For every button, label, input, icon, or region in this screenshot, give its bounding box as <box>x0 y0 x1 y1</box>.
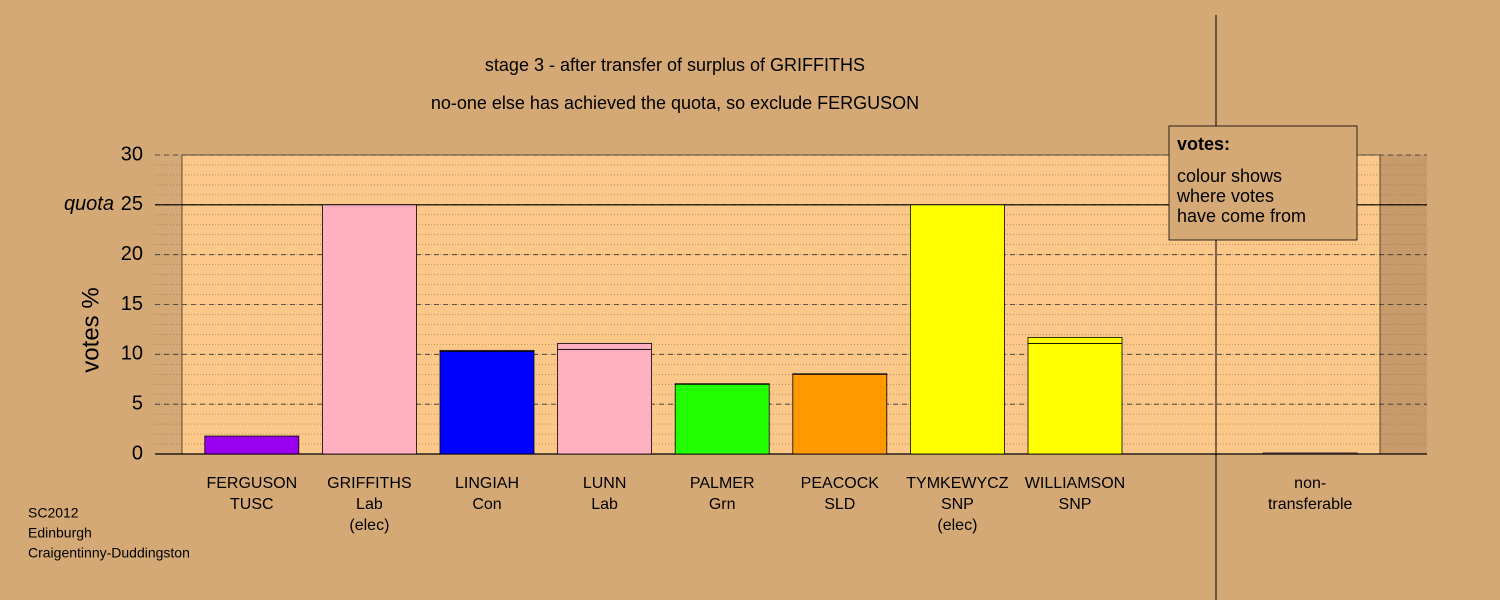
legend-line: colour shows <box>1177 166 1282 186</box>
x-tick-label: TYMKEWYCZ <box>906 475 1008 492</box>
x-tick-label: FERGUSON <box>206 475 297 492</box>
x-tick-label: Grn <box>709 496 736 513</box>
note: Craigentinny-Duddingston <box>28 545 190 561</box>
bar-segment <box>1262 452 1358 455</box>
chart-subtitle: no-one else has achieved the quota, so e… <box>431 93 919 113</box>
chart-title: stage 3 - after transfer of surplus of G… <box>485 55 865 75</box>
y-tick-label: 5 <box>132 392 143 414</box>
bar-segment <box>910 204 1005 455</box>
legend-line: have come from <box>1177 206 1306 226</box>
x-tick-label: GRIFFITHS <box>327 475 411 492</box>
x-tick-label: SNP <box>1059 496 1092 513</box>
x-tick-label: TUSC <box>230 496 274 513</box>
bar-segment <box>792 373 888 455</box>
x-tick-label: SLD <box>824 496 855 513</box>
y-tick-label: 0 <box>132 442 143 464</box>
bar-segment <box>674 383 770 455</box>
bar-segment <box>1027 342 1123 455</box>
bar-segment <box>204 435 300 455</box>
x-tick-label: non- <box>1294 475 1326 492</box>
quota-label: quota <box>64 193 114 215</box>
legend: votes: colour shows where votes have com… <box>1168 125 1358 241</box>
y-tick-label: 20 <box>121 243 143 265</box>
legend-line: where votes <box>1176 186 1274 206</box>
x-tick-label: SNP <box>941 496 974 513</box>
y-tick-label: 30 <box>121 143 143 165</box>
bar-segment <box>557 342 652 350</box>
bar-segment <box>321 204 417 455</box>
bar-segment <box>439 349 535 352</box>
note: Edinburgh <box>28 525 92 541</box>
y-axis-label: votes % <box>77 287 104 372</box>
x-tick-label: LUNN <box>583 475 627 492</box>
y-tick-label: 25 <box>121 193 143 215</box>
x-tick-label: (elec) <box>937 517 977 534</box>
y-tick-label: 10 <box>121 343 143 365</box>
x-tick-label: Lab <box>591 496 618 513</box>
x-tick-label: LINGIAH <box>455 475 519 492</box>
x-tick-label: transferable <box>1268 496 1353 513</box>
x-tick-label: WILLIAMSON <box>1025 475 1125 492</box>
x-tick-label: Con <box>472 496 501 513</box>
legend-box <box>1168 125 1358 241</box>
x-tick-label: PALMER <box>690 475 755 492</box>
note: SC2012 <box>28 505 79 521</box>
x-tick-label: PEACOCK <box>801 475 880 492</box>
x-tick-label: (elec) <box>349 517 389 534</box>
bar-segment <box>439 350 535 455</box>
bar-segment <box>1027 336 1123 344</box>
legend-title: votes: <box>1177 134 1230 154</box>
bar-segment <box>557 348 652 455</box>
y-tick-label: 15 <box>121 293 143 315</box>
x-tick-label: Lab <box>356 496 383 513</box>
